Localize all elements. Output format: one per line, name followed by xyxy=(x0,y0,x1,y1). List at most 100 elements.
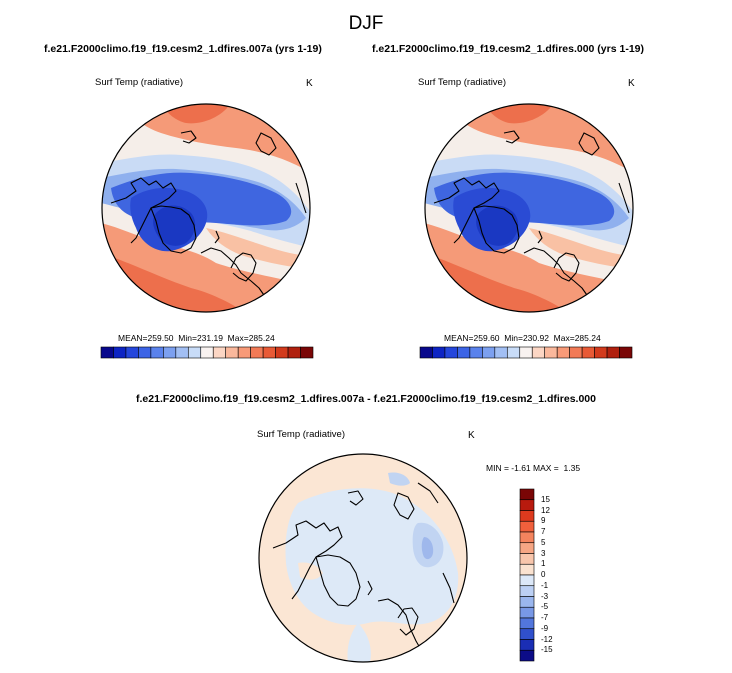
colorbar-2-swatch xyxy=(419,346,433,359)
colorbar-1-swatch xyxy=(250,346,264,359)
colorbar-difference-tick-label: -1 xyxy=(541,580,549,590)
colorbar-2-swatch xyxy=(506,346,521,359)
colorbar-difference-tick-label: 9 xyxy=(541,516,546,526)
colorbar-1-swatch xyxy=(175,346,189,359)
colorbar-2-swatch xyxy=(619,346,633,359)
colorbar-panel-2 xyxy=(419,346,633,359)
panel-2-variable-label: Surf Temp (radiative) xyxy=(418,77,506,88)
colorbar-2-swatch xyxy=(469,346,483,359)
map-2-border xyxy=(424,103,634,313)
colorbar-difference-swatch xyxy=(519,510,535,522)
colorbar-2-swatch xyxy=(482,346,496,359)
colorbar-2-swatch xyxy=(531,346,546,359)
colorbar-difference-tick-label: 5 xyxy=(541,537,546,547)
colorbar-difference-swatch xyxy=(519,617,535,630)
panel-1-case-title: f.e21.F2000climo.f19_f19.cesm2_1.dfires.… xyxy=(44,43,322,55)
map-2-warm-light-band xyxy=(529,228,633,268)
map-1-coastlines xyxy=(110,122,307,299)
colorbar-difference-ticks: 15 12 9 7 5 3 1 0 -1 -3 -5 -7 -9 -12 -15 xyxy=(541,489,571,661)
colorbar-1-swatch xyxy=(200,346,214,359)
colorbar-2-swatch xyxy=(432,346,446,359)
colorbar-difference-tick-label: 15 xyxy=(541,494,550,504)
panel-2-min-label: Min= xyxy=(504,333,523,343)
panel-1-min-value: 231.19 xyxy=(196,333,223,343)
panel-1-max-label: Max= xyxy=(227,333,249,343)
colorbar-1-swatch xyxy=(138,346,152,359)
colorbar-1-swatch xyxy=(150,346,164,359)
colorbar-difference-swatch xyxy=(519,574,535,587)
colorbar-1-swatch xyxy=(225,346,239,359)
colorbar-difference-tick-label: 1 xyxy=(541,559,546,569)
colorbar-difference-tick-label: -7 xyxy=(541,613,549,622)
panel-3-min-label: MIN = xyxy=(486,463,509,473)
colorbar-2-swatch xyxy=(556,346,570,359)
colorbar-difference-tick-label: -3 xyxy=(541,591,549,601)
colorbar-1-swatch xyxy=(212,346,227,359)
panel-2-case-title: f.e21.F2000climo.f19_f19.cesm2_1.dfires.… xyxy=(372,43,645,55)
map-3-border xyxy=(258,453,468,663)
colorbar-difference-tick-label: 12 xyxy=(541,505,550,515)
map-panel-2 xyxy=(424,103,634,313)
colorbar-2-swatch xyxy=(494,346,508,359)
panel-1-variable-label: Surf Temp (radiative) xyxy=(95,77,183,88)
colorbar-1-swatch xyxy=(100,346,114,359)
colorbar-2-swatch xyxy=(569,346,583,359)
map-3-warm-spot xyxy=(298,562,323,580)
colorbar-2-swatch xyxy=(581,346,595,359)
panel-3-variable-label: Surf Temp (radiative) xyxy=(257,429,345,440)
colorbar-difference-swatch xyxy=(519,563,535,576)
colorbar-2-swatch xyxy=(594,346,608,359)
colorbar-2-swatch xyxy=(444,346,458,359)
colorbar-difference-swatch xyxy=(519,488,535,501)
panel-2-max-value: 285.24 xyxy=(574,333,601,343)
colorbar-difference-tick-label: -5 xyxy=(541,602,549,612)
colorbar-1-swatch xyxy=(125,346,139,359)
colorbar-difference-swatch xyxy=(519,499,535,511)
colorbar-difference-swatch xyxy=(519,649,535,662)
panel-1-mean-value: 259.50 xyxy=(147,333,174,343)
map-1-greenland-cold xyxy=(153,205,196,246)
panel-3-stats: MIN = -1.61 MAX = 1.35 xyxy=(486,463,580,473)
panel-1-min-label: Min= xyxy=(178,333,197,343)
colorbar-difference-tick-label: 7 xyxy=(541,527,546,536)
colorbar-1-swatch xyxy=(237,346,251,359)
colorbar-difference-swatch xyxy=(519,585,535,597)
colorbar-1-swatch xyxy=(187,346,202,359)
colorbar-difference-swatch xyxy=(519,606,535,619)
colorbar-panel-1-ticks xyxy=(101,362,313,374)
colorbar-difference-tick-label: 3 xyxy=(541,548,546,558)
colorbar-1-swatch xyxy=(275,346,289,359)
colorbar-difference-swatch xyxy=(519,639,535,651)
panel-2-mean-label: MEAN= xyxy=(444,333,474,343)
colorbar-difference-swatch xyxy=(519,553,535,565)
colorbar-2-swatch xyxy=(457,346,471,359)
colorbar-difference-tick-label: 0 xyxy=(541,570,546,579)
colorbar-difference-tick-label: -9 xyxy=(541,623,549,633)
colorbar-difference-swatch xyxy=(519,531,535,544)
figure-title: DJF xyxy=(348,13,384,34)
colorbar-1-swatch xyxy=(287,346,301,359)
colorbar-1-swatch xyxy=(163,346,177,359)
colorbar-difference xyxy=(519,488,535,662)
panel-3-max-label: MAX = xyxy=(533,463,559,473)
panel-1-units: K xyxy=(306,78,313,89)
map-panel-1 xyxy=(101,103,311,313)
map-panel-3-difference xyxy=(258,453,468,663)
colorbar-2-swatch xyxy=(519,346,533,359)
difference-title: f.e21.F2000climo.f19_f19.cesm2_1.dfires.… xyxy=(136,393,596,405)
panel-2-max-label: Max= xyxy=(553,333,575,343)
panel-3-min-value: -1.61 xyxy=(511,463,531,473)
panel-3-max-value: 1.35 xyxy=(563,463,581,473)
colorbar-panel-2-ticks xyxy=(420,362,632,374)
colorbar-panel-1 xyxy=(100,346,314,359)
map-3-cool-patch-core xyxy=(421,537,434,560)
panel-1-stats: MEAN=259.50 Min=231.19 Max=285.24 xyxy=(118,333,275,343)
map-1-warm-light-band xyxy=(206,228,310,268)
colorbar-difference-swatch xyxy=(519,596,535,608)
panel-3-units: K xyxy=(468,430,475,441)
colorbar-1-swatch xyxy=(262,346,276,359)
colorbar-1-swatch xyxy=(113,346,127,359)
colorbar-difference-swatch xyxy=(519,628,535,640)
colorbar-2-swatch xyxy=(606,346,620,359)
colorbar-1-swatch xyxy=(300,346,314,359)
